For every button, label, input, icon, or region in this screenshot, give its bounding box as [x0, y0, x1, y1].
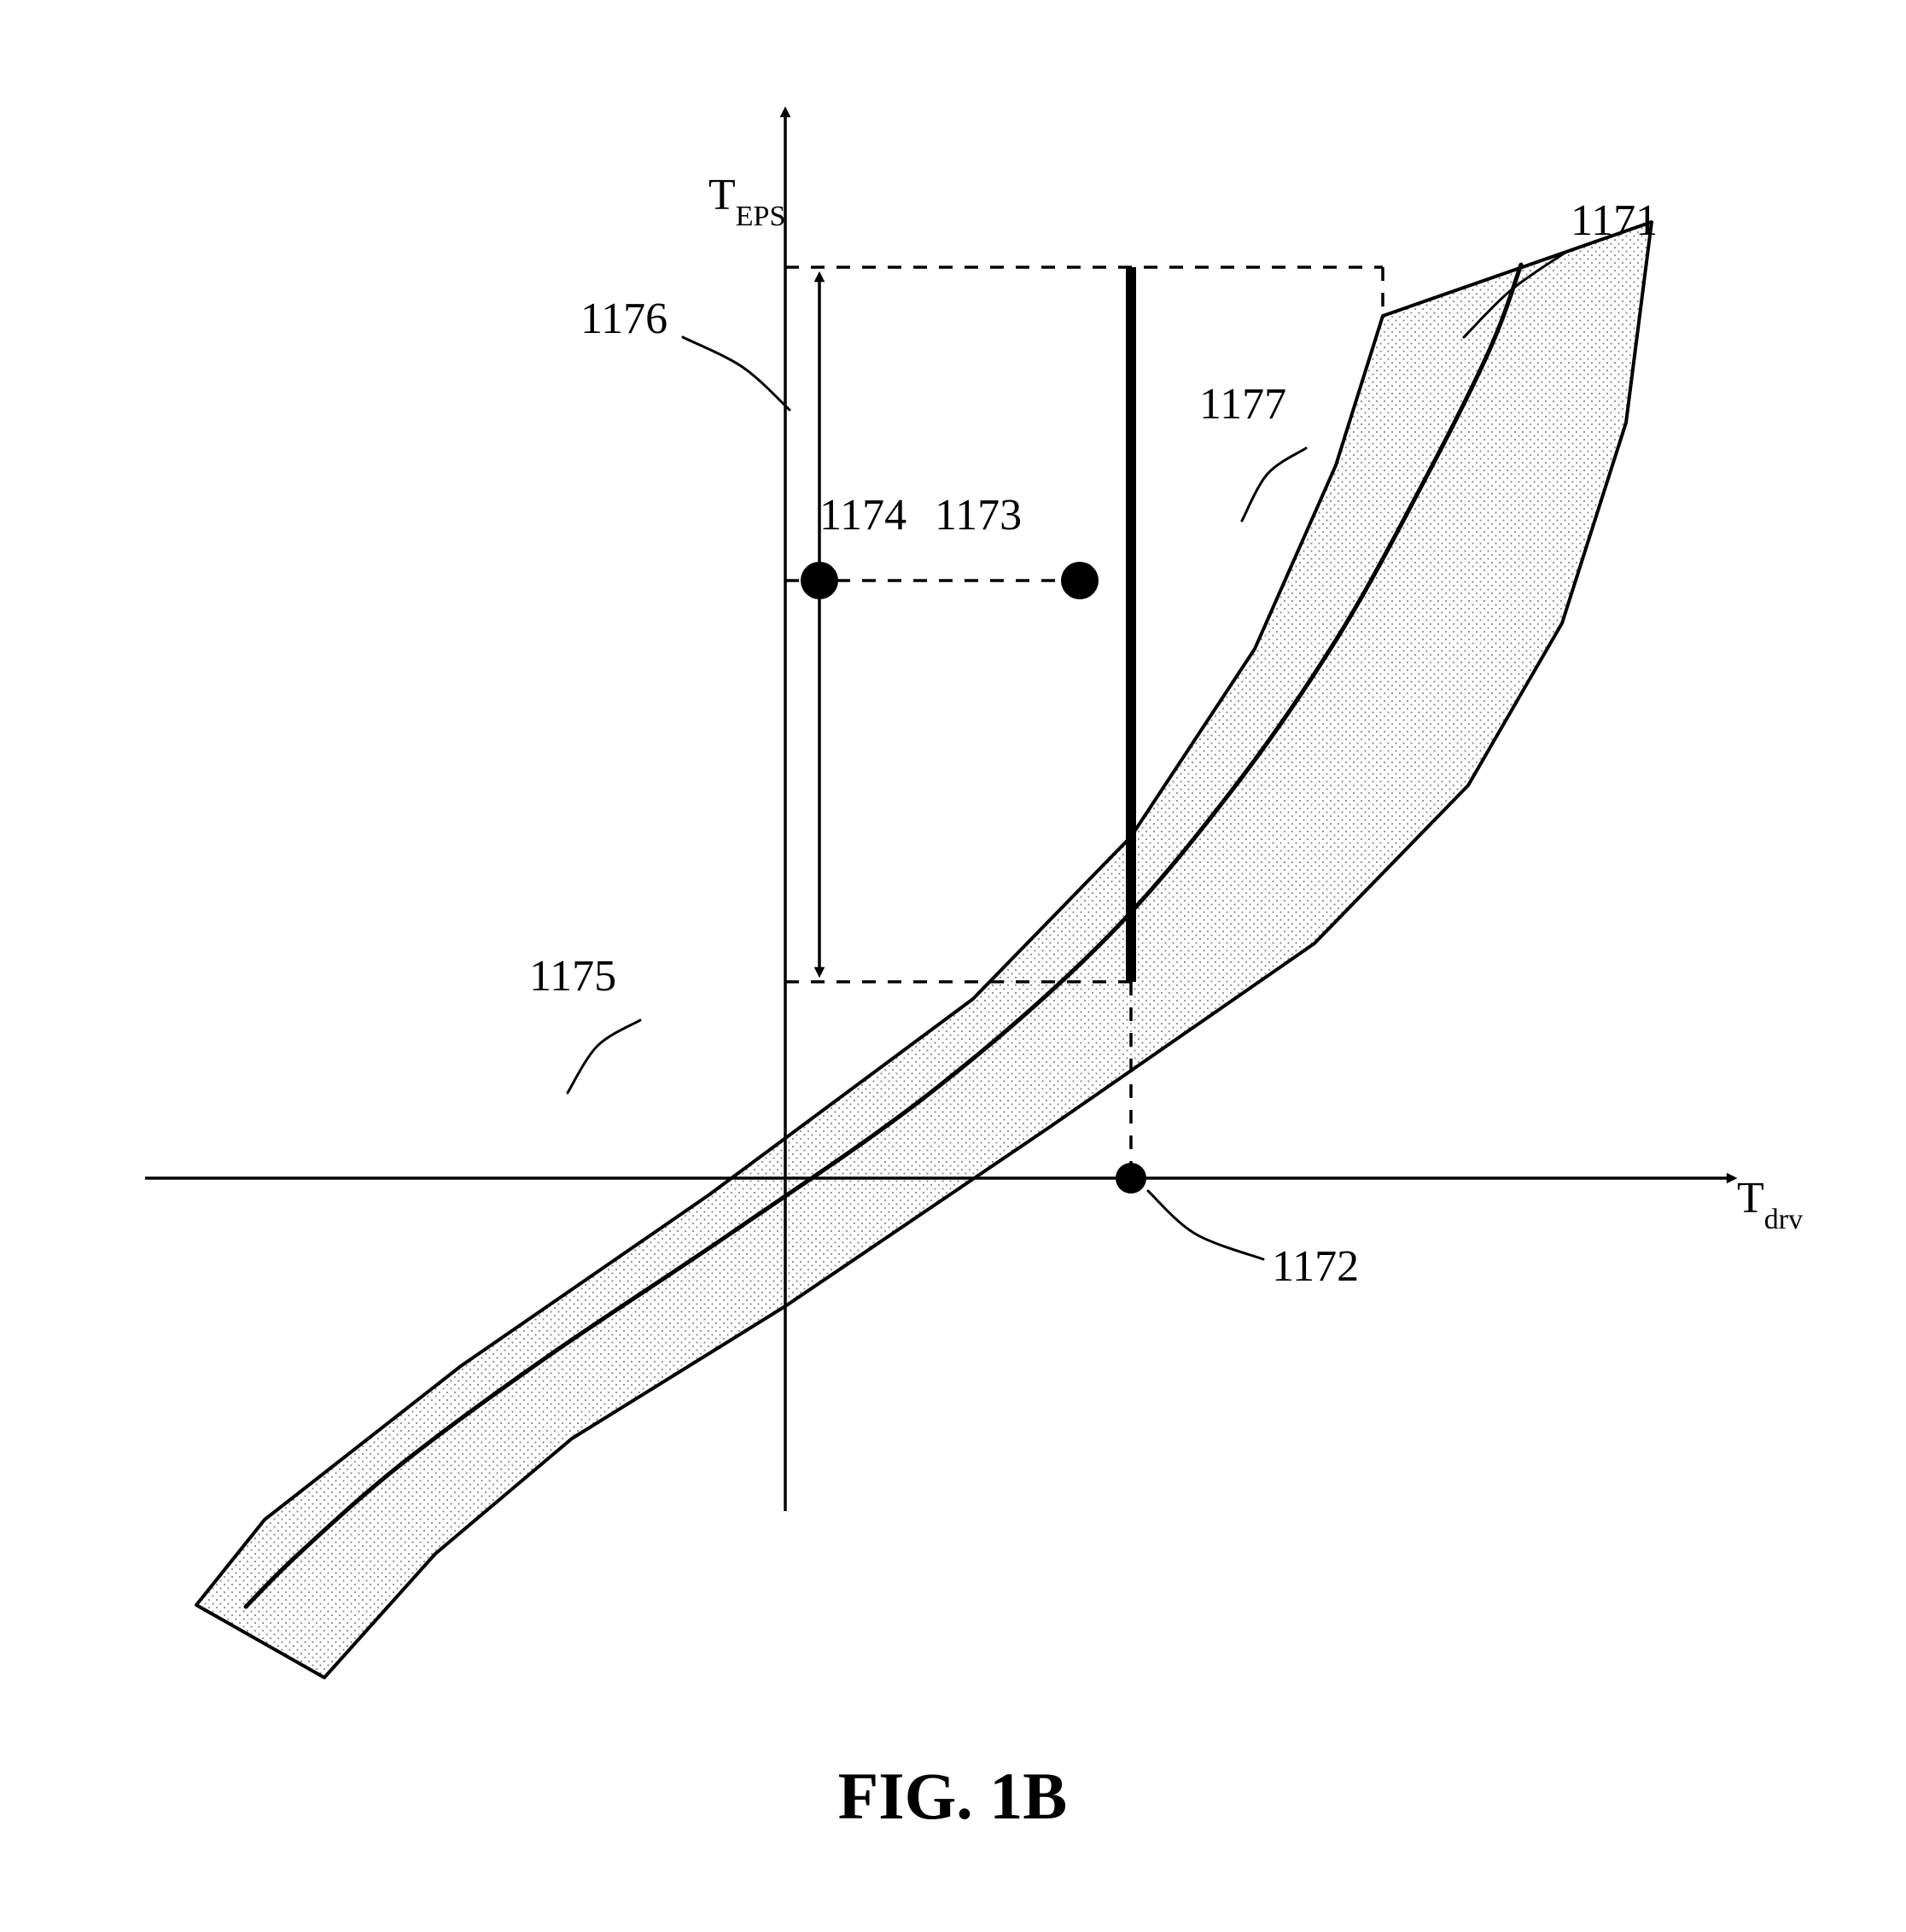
- leader-l1177: [1242, 448, 1306, 521]
- ref-label-1176: 1176: [580, 295, 667, 343]
- figure-caption: FIG. 1B: [838, 1759, 1068, 1833]
- leader-l1172: [1148, 1191, 1263, 1259]
- ref-label-1177: 1177: [1199, 380, 1286, 429]
- ref-label-1175: 1175: [529, 952, 616, 1001]
- data-point-p1174: [801, 562, 838, 599]
- leader-l1176: [683, 337, 790, 410]
- x-axis-label: Tdrv: [1737, 1174, 1803, 1235]
- shaded-region: [196, 222, 1652, 1678]
- leader-l1175: [568, 1020, 640, 1093]
- data-point-p1173: [1061, 562, 1099, 599]
- ref-label-1173: 1173: [935, 491, 1022, 540]
- y-axis-label: TEPS: [708, 171, 785, 232]
- ref-label-1171: 1171: [1571, 196, 1658, 245]
- ref-label-1172: 1172: [1272, 1242, 1359, 1291]
- data-point-p1172: [1116, 1163, 1146, 1194]
- ref-label-1174: 1174: [819, 491, 906, 540]
- diagram-svg: Tdrv TEPS 1171 1177 1172 1173 1174 1175 1176 FIG.…: [0, 0, 1906, 1932]
- figure-stage: Tdrv TEPS 1171 1177 1172 1173 1174 1175 1176 FIG.…: [0, 0, 1906, 1932]
